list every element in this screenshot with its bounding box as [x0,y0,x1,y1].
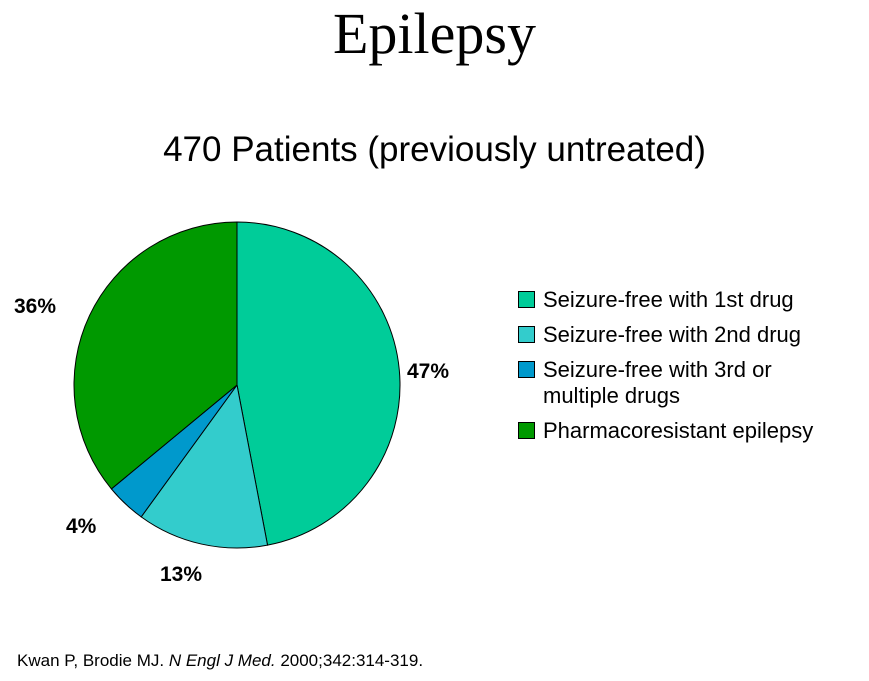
slice-label-pharmacoresistant: 36% [14,295,57,318]
legend-label: Pharmacoresistant epilepsy [543,418,814,443]
legend-item: Pharmacoresistant epilepsy [518,418,853,444]
citation-journal: N Engl J Med. [168,651,276,670]
slice-pharmacoresistant [73,221,238,490]
legend-item: Seizure-free with 2nd drug [518,322,853,348]
slice-label-first-drug: 47% [407,360,450,383]
citation-authors: Kwan P, Brodie MJ. [17,651,169,670]
legend-label: Seizure-free with 1st drug [543,287,794,312]
slice-label-third-drug: 4% [66,515,97,538]
slice-label-second-drug: 13% [160,563,203,586]
slice-second-drug [140,383,269,549]
legend-item: Seizure-free with 1st drug [518,287,853,313]
slide-title: Epilepsy [333,1,536,66]
legend-swatch-first-drug [518,291,535,308]
legend-swatch-third-drug [518,361,535,378]
chart-legend: Seizure-free with 1st drug Seizure-free … [518,287,853,453]
legend-item: Seizure-free with 3rd or multiple drugs [518,357,853,409]
slice-first-drug [236,221,401,546]
legend-label: Seizure-free with 3rd or multiple drugs [543,357,772,408]
legend-label: Seizure-free with 2nd drug [543,322,802,347]
citation: Kwan P, Brodie MJ. N Engl J Med. 2000;34… [17,651,423,671]
citation-details: 2000;342:314-319. [275,651,424,670]
chart-subtitle: 470 Patients (previously untreated) [163,130,706,169]
legend-swatch-second-drug [518,326,535,343]
legend-swatch-pharmacoresistant [518,422,535,439]
